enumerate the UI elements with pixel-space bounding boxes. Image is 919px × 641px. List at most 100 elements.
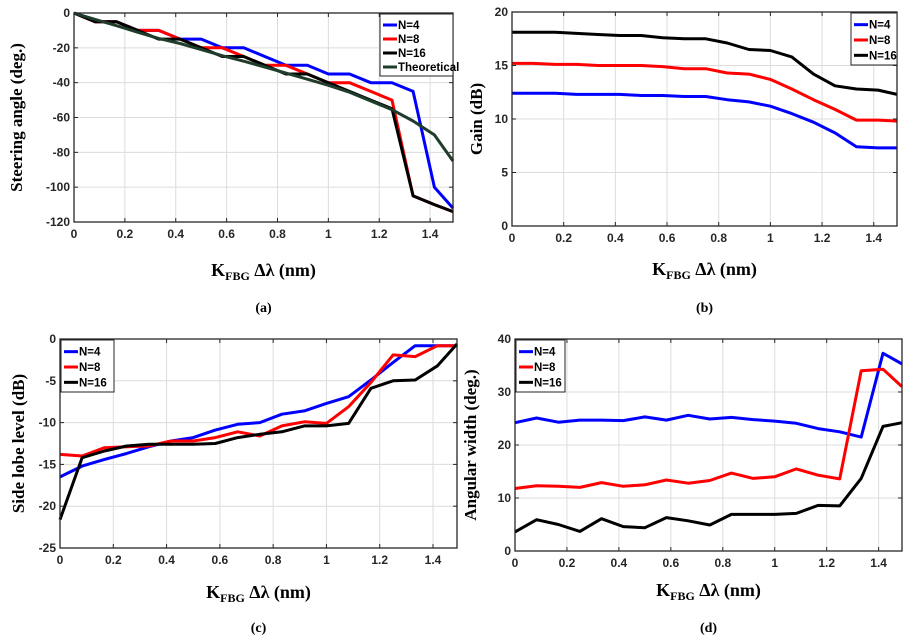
panel-d: 0 0.2 0.4 0.6 0.8 1 1.2 1.4 0 10 20 30 40 Angular wi…	[461, 332, 904, 636]
x-tick-label: 1	[767, 231, 774, 245]
plot-area	[60, 339, 457, 548]
legend-label: N=8	[869, 35, 891, 47]
x-axis-label-main: K	[656, 580, 670, 600]
y-tick-label: 0	[504, 544, 511, 558]
y-tick-label: 0	[63, 6, 70, 20]
panel-caption: (a)	[255, 301, 272, 316]
tick-labels: 0 0.2 0.4 0.6 0.8 1 1.2 1.4 0 5 10 15 20	[495, 5, 897, 245]
legend-label: N=16	[398, 48, 426, 60]
series-lines	[512, 30, 898, 150]
legend-label: N=16	[534, 377, 562, 389]
series-line-n-8	[512, 61, 898, 123]
x-tick-label: 1.4	[422, 227, 439, 241]
legend-label: N=4	[398, 20, 420, 32]
tick-labels: 0 0.2 0.4 0.6 0.8 1 1.2 1.4 0 -20 -40 -60 -80 -100 -12…	[46, 6, 453, 241]
x-axis-label: KFBG Δλ (nm)	[206, 582, 311, 605]
legend: N=4 N=8 N=16	[515, 339, 566, 393]
series-line-n-4	[59, 344, 457, 479]
x-axis-label: KFBG Δλ (nm)	[211, 260, 316, 283]
panel-caption: (c)	[251, 621, 267, 636]
y-axis-label: Angular width (deg.)	[461, 369, 480, 520]
y-tick-label: -20	[53, 41, 71, 55]
x-tick-label: 0.8	[265, 553, 282, 567]
y-tick-label: -25	[39, 541, 57, 555]
y-tick-label: 0	[501, 219, 508, 233]
x-tick-label: 0.6	[659, 231, 676, 245]
x-axis-label-rest: Δλ (nm)	[245, 582, 311, 603]
y-axis-label: Gain (dB)	[467, 83, 486, 155]
legend: N=4 N=8 N=16	[850, 12, 898, 66]
x-tick-label: 0	[57, 553, 64, 567]
series-line-n-16	[58, 342, 459, 521]
x-tick-label: 1.4	[425, 553, 442, 567]
series-line-theoretical	[73, 11, 455, 162]
series-line-n-16	[514, 421, 903, 534]
x-tick-label: 0.2	[555, 231, 572, 245]
x-axis-label-sub: FBG	[225, 269, 250, 283]
legend-label: N=16	[869, 50, 897, 62]
x-axis-label-sub: FBG	[670, 589, 695, 603]
y-tick-label: -120	[46, 215, 70, 229]
y-tick-label: 15	[495, 59, 509, 73]
x-tick-label: 0.6	[662, 556, 679, 570]
x-tick-label: 0	[71, 227, 78, 241]
x-axis-label: KFBG Δλ (nm)	[656, 580, 761, 603]
grid-lines	[59, 338, 457, 549]
legend: N=4 N=8 N=16	[60, 339, 115, 393]
series-line-n-4	[512, 91, 897, 150]
y-tick-label: -20	[39, 499, 57, 513]
legend-label: N=4	[534, 347, 556, 359]
x-tick-label: 0.2	[117, 227, 134, 241]
plot-frame	[59, 338, 458, 549]
x-tick-label: 0.8	[710, 231, 727, 245]
y-tick-label: -40	[53, 76, 71, 90]
y-axis-label: Side lobe level (dB)	[9, 374, 28, 513]
y-tick-label: -10	[39, 416, 57, 430]
panel-a: 0 0.2 0.4 0.6 0.8 1 1.2 1.4 0 -20 -40 -60 -80 -100 -12…	[7, 6, 459, 316]
x-axis-label-main: K	[206, 582, 220, 602]
legend-label: N=8	[534, 362, 556, 374]
y-tick-label: -5	[45, 374, 56, 388]
legend-label: N=4	[869, 20, 891, 32]
x-tick-label: 1.2	[371, 553, 388, 567]
x-axis-label-rest: Δλ (nm)	[695, 580, 761, 601]
series-line-n-4	[514, 351, 903, 439]
legend-label: Theoretical	[398, 62, 459, 74]
x-axis-label: KFBG Δλ (nm)	[652, 259, 757, 282]
legend-label: N=16	[79, 377, 107, 389]
y-tick-label: 20	[495, 5, 509, 19]
x-tick-label: 0.4	[158, 553, 175, 567]
x-tick-label: 1.2	[818, 556, 835, 570]
x-axis-label-sub: FBG	[666, 268, 691, 282]
panel-c: 0 0.2 0.4 0.6 0.8 1 1.2 1.4 0 -5 -10 -15 -20 -25 Side…	[9, 332, 459, 636]
y-tick-label: -80	[53, 145, 71, 159]
tick-labels: 0 0.2 0.4 0.6 0.8 1 1.2 1.4 0 10 20 30 40	[498, 332, 902, 570]
tick-labels: 0 0.2 0.4 0.6 0.8 1 1.2 1.4 0 -5 -10 -15 -20 -25	[39, 332, 457, 567]
x-tick-label: 1.4	[865, 231, 882, 245]
x-tick-label: 0.2	[559, 556, 576, 570]
y-tick-label: -60	[53, 111, 71, 125]
x-tick-label: 0.6	[218, 227, 235, 241]
x-tick-label: 0	[512, 556, 519, 570]
panel-caption: (d)	[700, 621, 717, 636]
x-tick-label: 0.4	[607, 231, 624, 245]
x-tick-label: 0	[509, 231, 516, 245]
y-tick-label: 0	[49, 332, 56, 346]
legend: N=4 N=8 N=16 Theoretical	[379, 13, 459, 77]
y-tick-label: 5	[501, 166, 508, 180]
x-tick-label: 0.2	[105, 553, 122, 567]
series-lines	[73, 11, 455, 214]
y-tick-label: 20	[498, 438, 512, 452]
y-axis-label: Steering angle (deg.)	[7, 43, 26, 192]
x-tick-label: 1.4	[870, 556, 887, 570]
y-tick-label: -15	[39, 457, 57, 471]
x-tick-label: 0.8	[714, 556, 731, 570]
x-tick-label: 0.6	[212, 553, 229, 567]
series-line-n-8	[514, 367, 904, 490]
x-axis-label-rest: Δλ (nm)	[250, 260, 316, 281]
x-axis-label-main: K	[211, 260, 225, 280]
grid-lines	[511, 11, 897, 227]
y-tick-label: 10	[495, 112, 509, 126]
y-tick-label: 30	[498, 385, 512, 399]
